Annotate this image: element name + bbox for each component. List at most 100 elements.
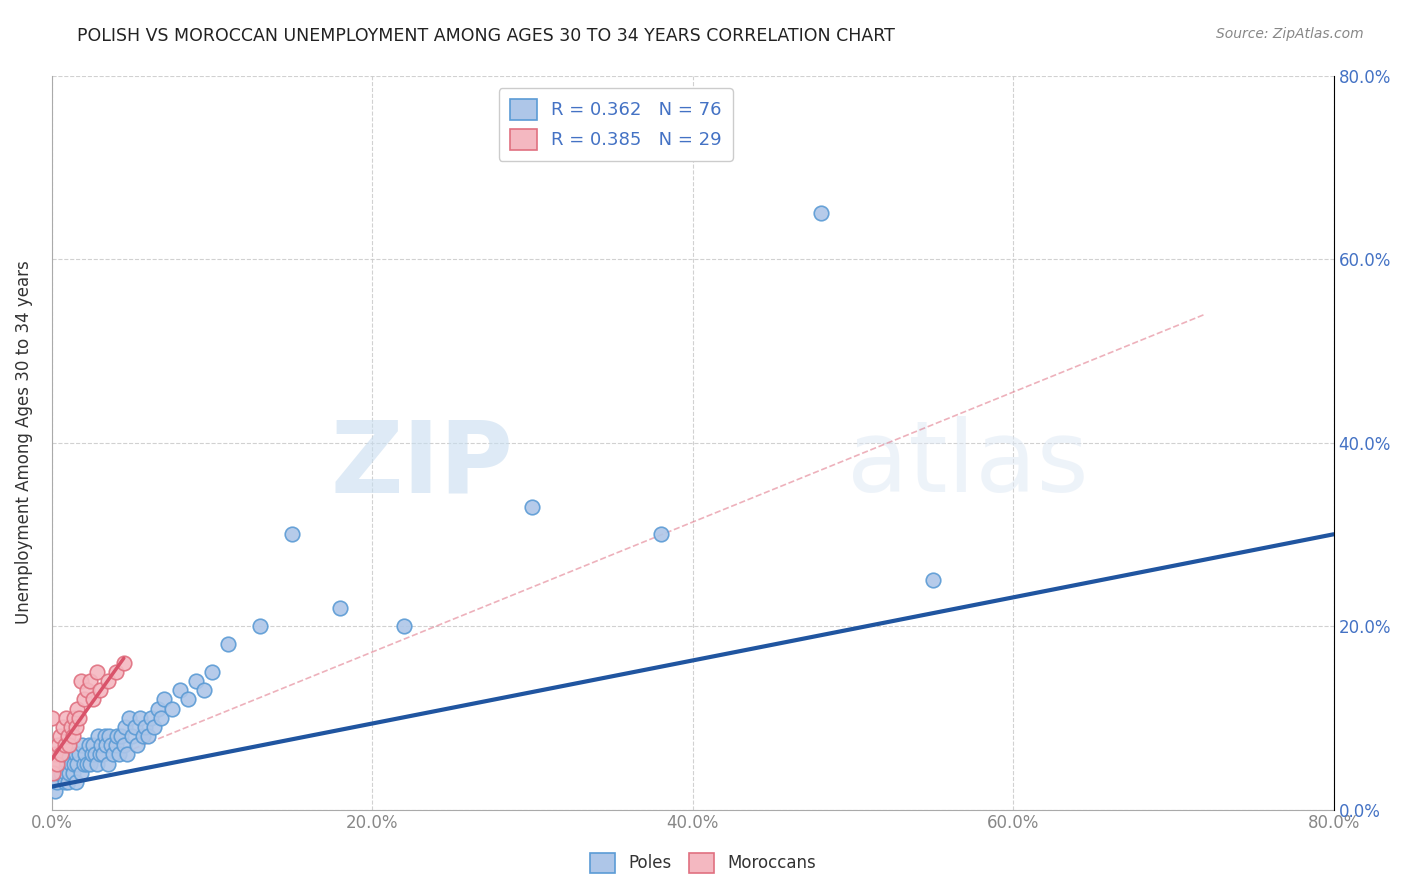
- Point: [76, 756, 98, 771]
- Point: [56, 747, 79, 762]
- Legend: Poles, Moroccans: Poles, Moroccans: [583, 847, 823, 880]
- Point: [108, 747, 131, 762]
- Point: [56, 729, 79, 743]
- Point: [112, 656, 135, 670]
- Point: [90, 739, 112, 753]
- Point: [87, 729, 110, 743]
- Text: Source: ZipAtlas.com: Source: ZipAtlas.com: [1216, 27, 1364, 41]
- Point: [79, 756, 101, 771]
- Point: [46, 739, 69, 753]
- Point: [55, 765, 77, 780]
- Point: [114, 720, 136, 734]
- Text: atlas: atlas: [846, 416, 1088, 513]
- Point: [41, 711, 63, 725]
- Point: [49, 729, 72, 743]
- Point: [86, 665, 108, 679]
- Point: [97, 756, 120, 771]
- Point: [59, 720, 82, 734]
- Point: [93, 729, 115, 743]
- Text: ZIP: ZIP: [330, 416, 513, 513]
- Point: [922, 573, 945, 587]
- Point: [125, 739, 148, 753]
- Point: [69, 674, 91, 689]
- Point: [149, 711, 172, 725]
- Point: [45, 756, 67, 771]
- Point: [45, 775, 67, 789]
- Point: [139, 711, 162, 725]
- Point: [76, 683, 98, 698]
- Point: [132, 729, 155, 743]
- Point: [41, 756, 63, 771]
- Point: [184, 674, 207, 689]
- Point: [394, 619, 416, 633]
- Point: [77, 739, 100, 753]
- Point: [51, 765, 73, 780]
- Point: [53, 775, 76, 789]
- Point: [58, 765, 80, 780]
- Point: [153, 692, 176, 706]
- Point: [59, 756, 82, 771]
- Point: [70, 739, 93, 753]
- Point: [201, 665, 224, 679]
- Point: [82, 692, 104, 706]
- Point: [96, 739, 118, 753]
- Point: [62, 729, 84, 743]
- Point: [89, 747, 111, 762]
- Point: [75, 747, 97, 762]
- Point: [107, 729, 129, 743]
- Point: [46, 765, 69, 780]
- Point: [136, 729, 159, 743]
- Point: [89, 683, 111, 698]
- Point: [810, 206, 832, 220]
- Point: [67, 711, 90, 725]
- Point: [51, 747, 73, 762]
- Point: [650, 527, 672, 541]
- Point: [118, 711, 141, 725]
- Point: [44, 784, 66, 798]
- Point: [91, 747, 114, 762]
- Point: [112, 739, 135, 753]
- Point: [134, 720, 156, 734]
- Point: [55, 711, 77, 725]
- Point: [53, 739, 76, 753]
- Point: [73, 692, 96, 706]
- Point: [52, 720, 75, 734]
- Legend: R = 0.362   N = 76, R = 0.385   N = 29: R = 0.362 N = 76, R = 0.385 N = 29: [499, 88, 733, 161]
- Point: [79, 674, 101, 689]
- Point: [44, 747, 66, 762]
- Point: [41, 775, 63, 789]
- Point: [160, 701, 183, 715]
- Point: [193, 683, 215, 698]
- Point: [217, 637, 239, 651]
- Point: [62, 765, 84, 780]
- Point: [42, 765, 65, 780]
- Point: [128, 711, 150, 725]
- Point: [58, 739, 80, 753]
- Point: [80, 747, 103, 762]
- Point: [63, 711, 86, 725]
- Point: [52, 747, 75, 762]
- Point: [65, 747, 87, 762]
- Point: [281, 527, 304, 541]
- Point: [63, 756, 86, 771]
- Y-axis label: Unemployment Among Ages 30 to 34 years: Unemployment Among Ages 30 to 34 years: [15, 260, 32, 624]
- Point: [41, 756, 63, 771]
- Point: [65, 720, 87, 734]
- Point: [143, 720, 166, 734]
- Point: [66, 756, 89, 771]
- Point: [69, 765, 91, 780]
- Point: [86, 756, 108, 771]
- Point: [110, 729, 132, 743]
- Point: [84, 747, 107, 762]
- Point: [100, 739, 122, 753]
- Point: [56, 775, 79, 789]
- Point: [101, 747, 124, 762]
- Text: POLISH VS MOROCCAN UNEMPLOYMENT AMONG AGES 30 TO 34 YEARS CORRELATION CHART: POLISH VS MOROCCAN UNEMPLOYMENT AMONG AG…: [77, 27, 896, 45]
- Point: [177, 692, 200, 706]
- Point: [65, 775, 87, 789]
- Point: [329, 600, 352, 615]
- Point: [104, 739, 127, 753]
- Point: [522, 500, 544, 514]
- Point: [97, 674, 120, 689]
- Point: [82, 739, 104, 753]
